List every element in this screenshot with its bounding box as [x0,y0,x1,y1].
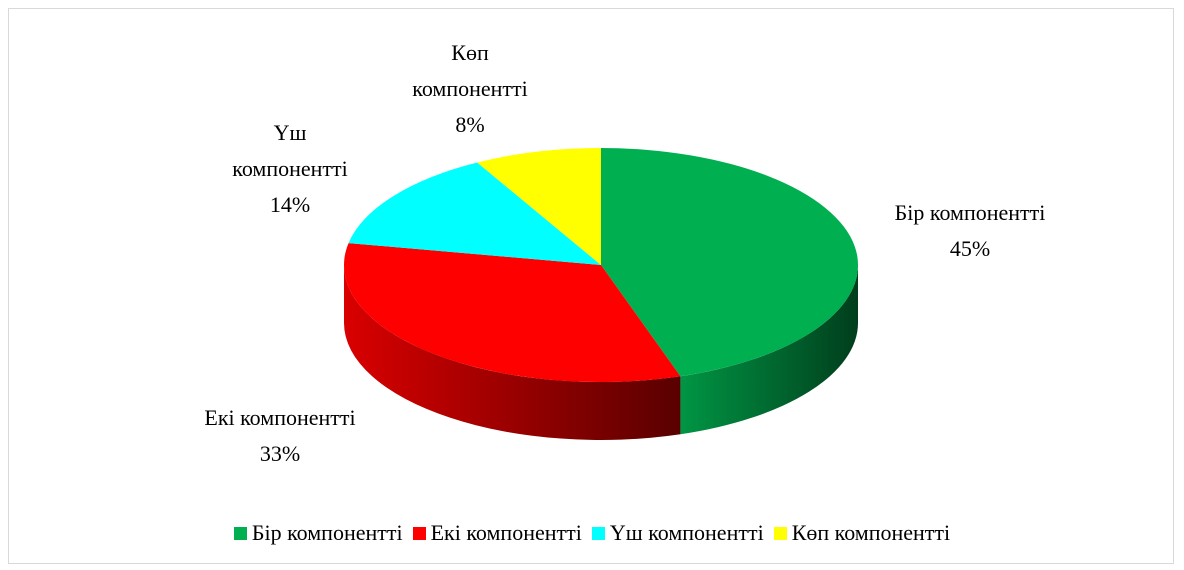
slice-side [680,265,858,435]
legend-swatch [233,526,247,540]
legend-swatch [591,526,605,540]
data-label: Көп компонентті 8% [395,35,545,143]
data-label-name: Үш компонентті [232,120,348,181]
legend-label: Үш компонентті [609,520,764,545]
legend-swatch [412,526,426,540]
data-label-value: 8% [455,112,485,137]
data-label: Екі компонентті 33% [150,400,410,472]
data-label-name: Екі компонентті [204,405,356,430]
legend-swatch [773,526,787,540]
legend-label: Көп компонентті [791,520,951,545]
data-label: Бір компонентті 45% [840,195,1100,267]
legend-item: Көп компонентті [773,520,951,546]
legend-item: Үш компонентті [591,520,764,546]
legend-item: Бір компонентті [233,520,403,546]
legend-label: Бір компонентті [251,520,403,545]
data-label-name: Көп компонентті [412,40,528,101]
chart-frame [8,8,1174,564]
slice [601,148,859,377]
slice [477,148,601,265]
data-label: Үш компонентті 14% [220,115,360,223]
slice [344,243,681,382]
legend: Бір компонентті Екі компонентті Үш компоне… [0,520,1184,546]
data-label-value: 14% [269,192,311,217]
data-label-value: 45% [949,236,991,261]
slice [348,162,601,265]
data-label-name: Бір компонентті [894,200,1046,225]
legend-item: Екі компонентті [412,520,582,546]
slice-side [344,265,681,440]
legend-label: Екі компонентті [430,520,582,545]
data-label-value: 33% [259,441,301,466]
